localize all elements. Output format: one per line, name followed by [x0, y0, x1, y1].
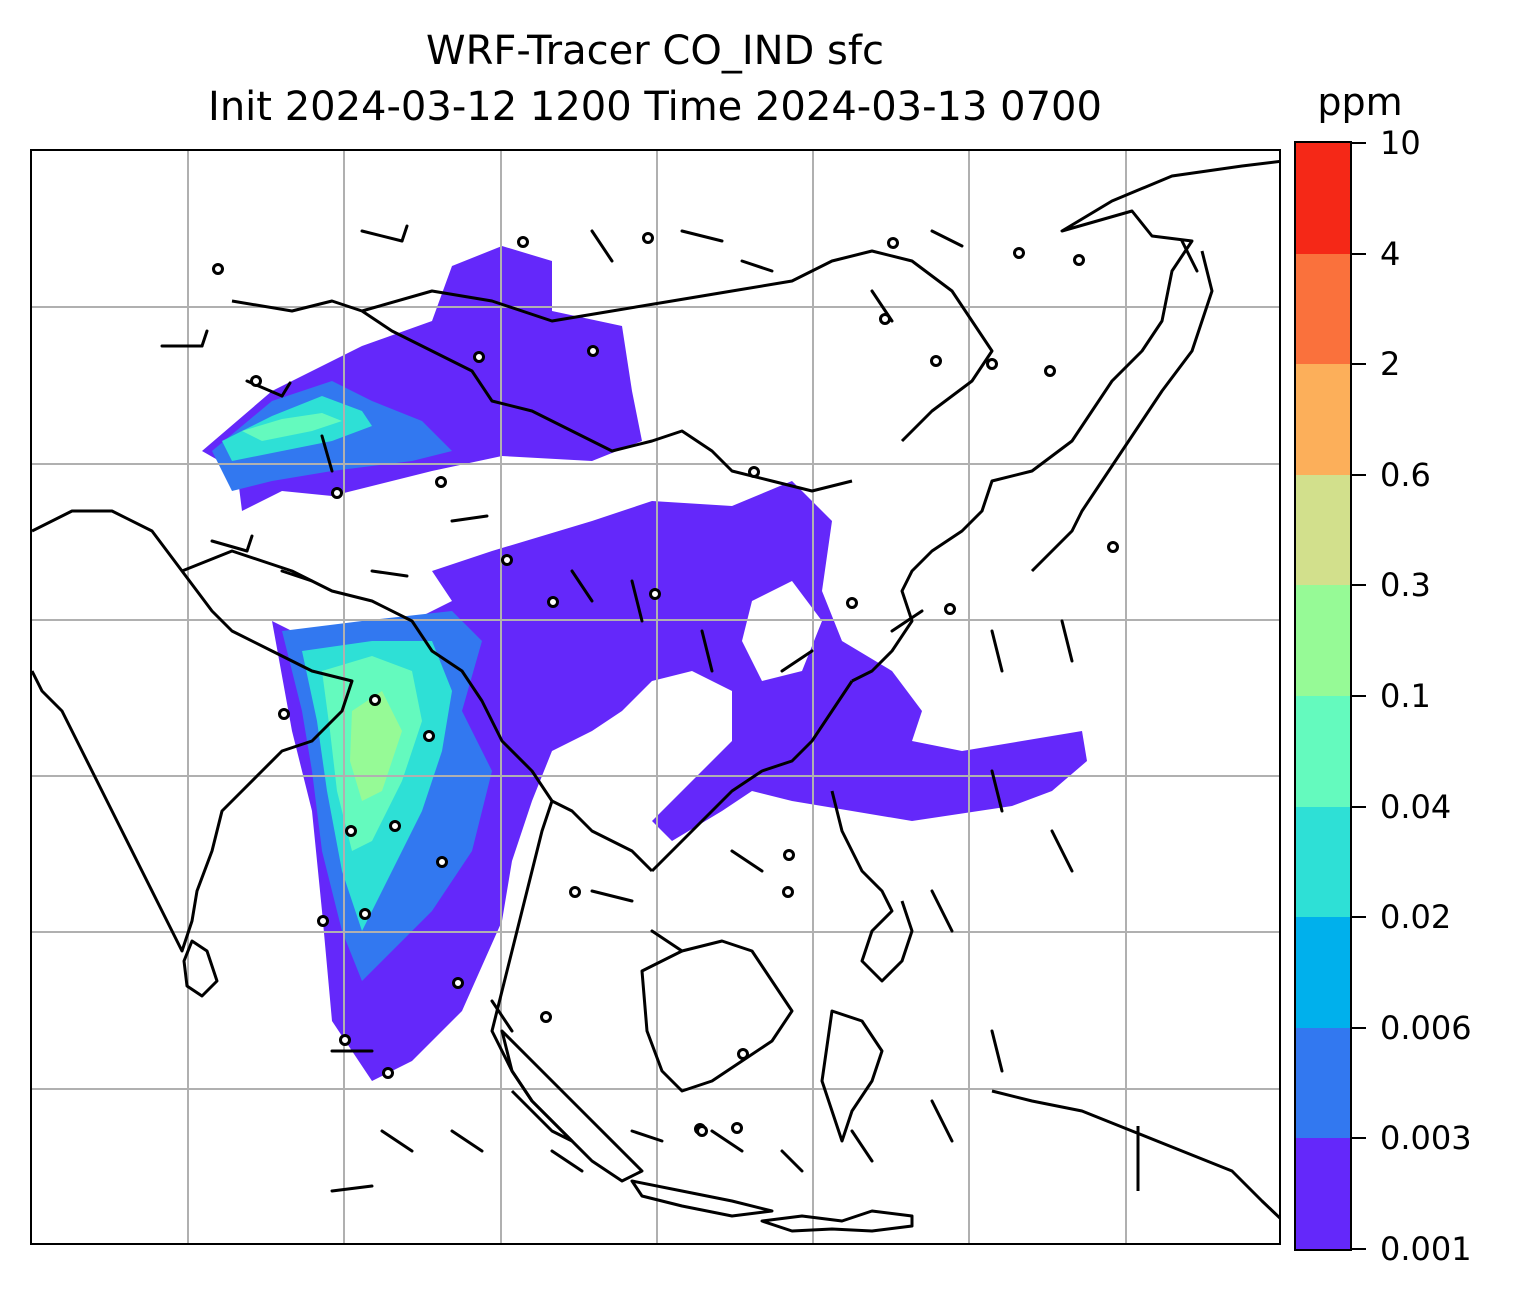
colorbar-tick-mark: [1352, 805, 1366, 808]
coast-india: [32, 509, 354, 953]
coast-timor: [760, 1209, 914, 1233]
plume-north-peak: [242, 413, 342, 441]
coast-china-east: [650, 680, 854, 873]
map-panel[interactable]: [30, 149, 1281, 1245]
coast-korea-japan: [1030, 250, 1214, 573]
colorbar-segment: [1296, 253, 1350, 365]
colorbar-tick-mark: [1352, 695, 1366, 697]
map-canvas: [32, 151, 1279, 1243]
co-plume-layer: [202, 246, 1087, 1081]
coast-northeast: [851, 159, 1279, 683]
colorbar-tick-label: 0.006: [1380, 1008, 1472, 1047]
colorbar-tick-label: 0.02: [1380, 898, 1452, 937]
colorbar-tick-label: 0.3: [1380, 566, 1431, 605]
border-mongolia: [361, 249, 994, 443]
colorbar-segment: [1296, 143, 1350, 254]
map-subtitle: Init 2024-03-12 1200 Time 2024-03-13 070…: [208, 84, 1102, 130]
colorbar-tick-mark: [1352, 916, 1366, 919]
coast-borneo: [640, 939, 794, 1093]
map-title: WRF-Tracer CO_IND sfc: [426, 28, 884, 74]
colorbar-tick-label: 0.1: [1380, 677, 1431, 715]
colorbar-segment: [1296, 806, 1350, 918]
wind-barbs: [160, 224, 1199, 1193]
coast-srilanka: [182, 939, 219, 998]
plume-south-peak: [350, 691, 402, 801]
colorbar-tick-mark: [1352, 1137, 1366, 1140]
colorbar-tick-label: 0.001: [1380, 1230, 1472, 1268]
colorbar-segment: [1296, 364, 1350, 475]
colorbar-segment: [1296, 1027, 1350, 1139]
colorbar-segment: [1296, 474, 1350, 586]
colorbar-tick-mark: [1352, 252, 1366, 255]
colorbar-segment: [1296, 917, 1350, 1028]
colorbar-tick-label: 4: [1380, 234, 1401, 273]
colorbar-segment: [1296, 1138, 1350, 1249]
coast-philippines: [830, 790, 914, 983]
colorbar-tick-mark: [1352, 1248, 1366, 1250]
coast-sumatra: [500, 1029, 644, 1183]
colorbar-tick-mark: [1352, 584, 1366, 587]
colorbar-tick-label: 0.04: [1380, 787, 1452, 826]
colorbar-segment: [1296, 696, 1350, 807]
colorbar: [1294, 141, 1352, 1251]
graticule: [32, 151, 1279, 1243]
colorbar-tick-mark: [1352, 1026, 1366, 1029]
colorbar-tick-mark: [1352, 473, 1366, 476]
coast-newguinea: [991, 1089, 1279, 1220]
colorbar-unit: ppm: [1317, 80, 1403, 124]
colorbar-tick-label: 0.6: [1380, 455, 1431, 494]
coast-sulawesi: [820, 1009, 884, 1143]
border-himalaya: [181, 549, 554, 802]
coastlines: [32, 159, 1279, 1233]
border-china: [231, 299, 853, 493]
colorbar-tick-label: 10: [1380, 124, 1421, 162]
colorbar-tick-label: 0.003: [1380, 1119, 1472, 1158]
calm-markers: [212, 232, 1119, 1137]
colorbar-tick-mark: [1352, 363, 1366, 366]
colorbar-segment: [1296, 585, 1350, 697]
colorbar-tick-mark: [1352, 142, 1366, 144]
coast-java: [630, 1179, 774, 1218]
colorbar-tick-label: 2: [1380, 345, 1401, 384]
